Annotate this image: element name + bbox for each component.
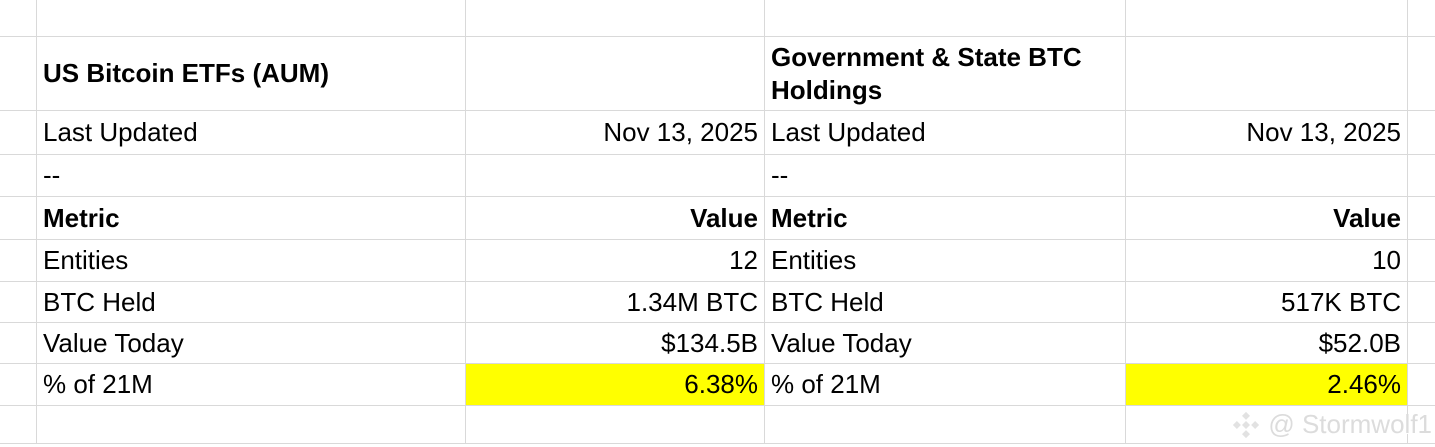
- cell-right-header-value[interactable]: Value: [1333, 202, 1401, 233]
- cell-left-entities-value[interactable]: 12: [729, 245, 758, 275]
- cell-left-header-value[interactable]: Value: [690, 202, 758, 233]
- gridline: [0, 405, 1435, 406]
- cell-right-btc-held-label[interactable]: BTC Held: [771, 286, 884, 317]
- cell-left-pct-21m-value[interactable]: 6.38%: [466, 364, 764, 405]
- cell-right-last-updated-value[interactable]: Nov 13, 2025: [1246, 117, 1401, 147]
- cell-left-value-today-value[interactable]: $134.5B: [661, 327, 758, 358]
- cell-right-separator[interactable]: --: [771, 160, 789, 190]
- gridline: [0, 154, 1435, 155]
- gridline: [1407, 0, 1408, 443]
- cell-left-last-updated-label[interactable]: Last Updated: [43, 117, 198, 147]
- cell-left-value-today-label[interactable]: Value Today: [43, 327, 184, 358]
- gridline: [0, 363, 1435, 364]
- gridline: [465, 0, 466, 443]
- cell-left-header-metric[interactable]: Metric: [43, 202, 120, 233]
- cell-left-entities-label[interactable]: Entities: [43, 245, 129, 275]
- cell-right-btc-held-value[interactable]: 517K BTC: [1281, 286, 1401, 317]
- cell-left-last-updated-value[interactable]: Nov 13, 2025: [603, 117, 758, 147]
- cell-right-pct-21m-value[interactable]: 2.46%: [1126, 364, 1407, 405]
- gridline: [0, 110, 1435, 111]
- cell-left-separator[interactable]: --: [43, 160, 61, 190]
- cell-right-header-metric[interactable]: Metric: [771, 202, 848, 233]
- cell-left-btc-held-value[interactable]: 1.34M BTC: [626, 286, 759, 317]
- cell-right-table-title[interactable]: Government & State BTC Holdings: [771, 41, 1082, 105]
- gridline: [1125, 0, 1126, 443]
- gridline: [0, 36, 1435, 37]
- cell-right-entities-label[interactable]: Entities: [771, 245, 857, 275]
- gridline: [0, 443, 1435, 444]
- gridline: [0, 196, 1435, 197]
- gridline: [0, 239, 1435, 240]
- cell-right-value-today-value[interactable]: $52.0B: [1318, 327, 1401, 358]
- watermark-handle: @ Stormwolf1: [1268, 409, 1432, 439]
- cell-left-btc-held-label[interactable]: BTC Held: [43, 286, 156, 317]
- cell-right-value-today-label[interactable]: Value Today: [771, 327, 912, 358]
- cell-right-pct-21m-label[interactable]: % of 21M: [771, 369, 881, 399]
- cell-left-table-title[interactable]: US Bitcoin ETFs (AUM): [43, 58, 329, 88]
- gridline: [0, 322, 1435, 323]
- binance-diamond-icon: [1231, 410, 1261, 440]
- cell-right-last-updated-label[interactable]: Last Updated: [771, 117, 926, 147]
- gridline: [0, 281, 1435, 282]
- cell-right-entities-value[interactable]: 10: [1372, 245, 1401, 275]
- cell-left-pct-21m-label[interactable]: % of 21M: [43, 369, 153, 399]
- watermark: @ Stormwolf1: [1000, 406, 1432, 443]
- gridline: [764, 0, 765, 443]
- gridline: [36, 0, 37, 443]
